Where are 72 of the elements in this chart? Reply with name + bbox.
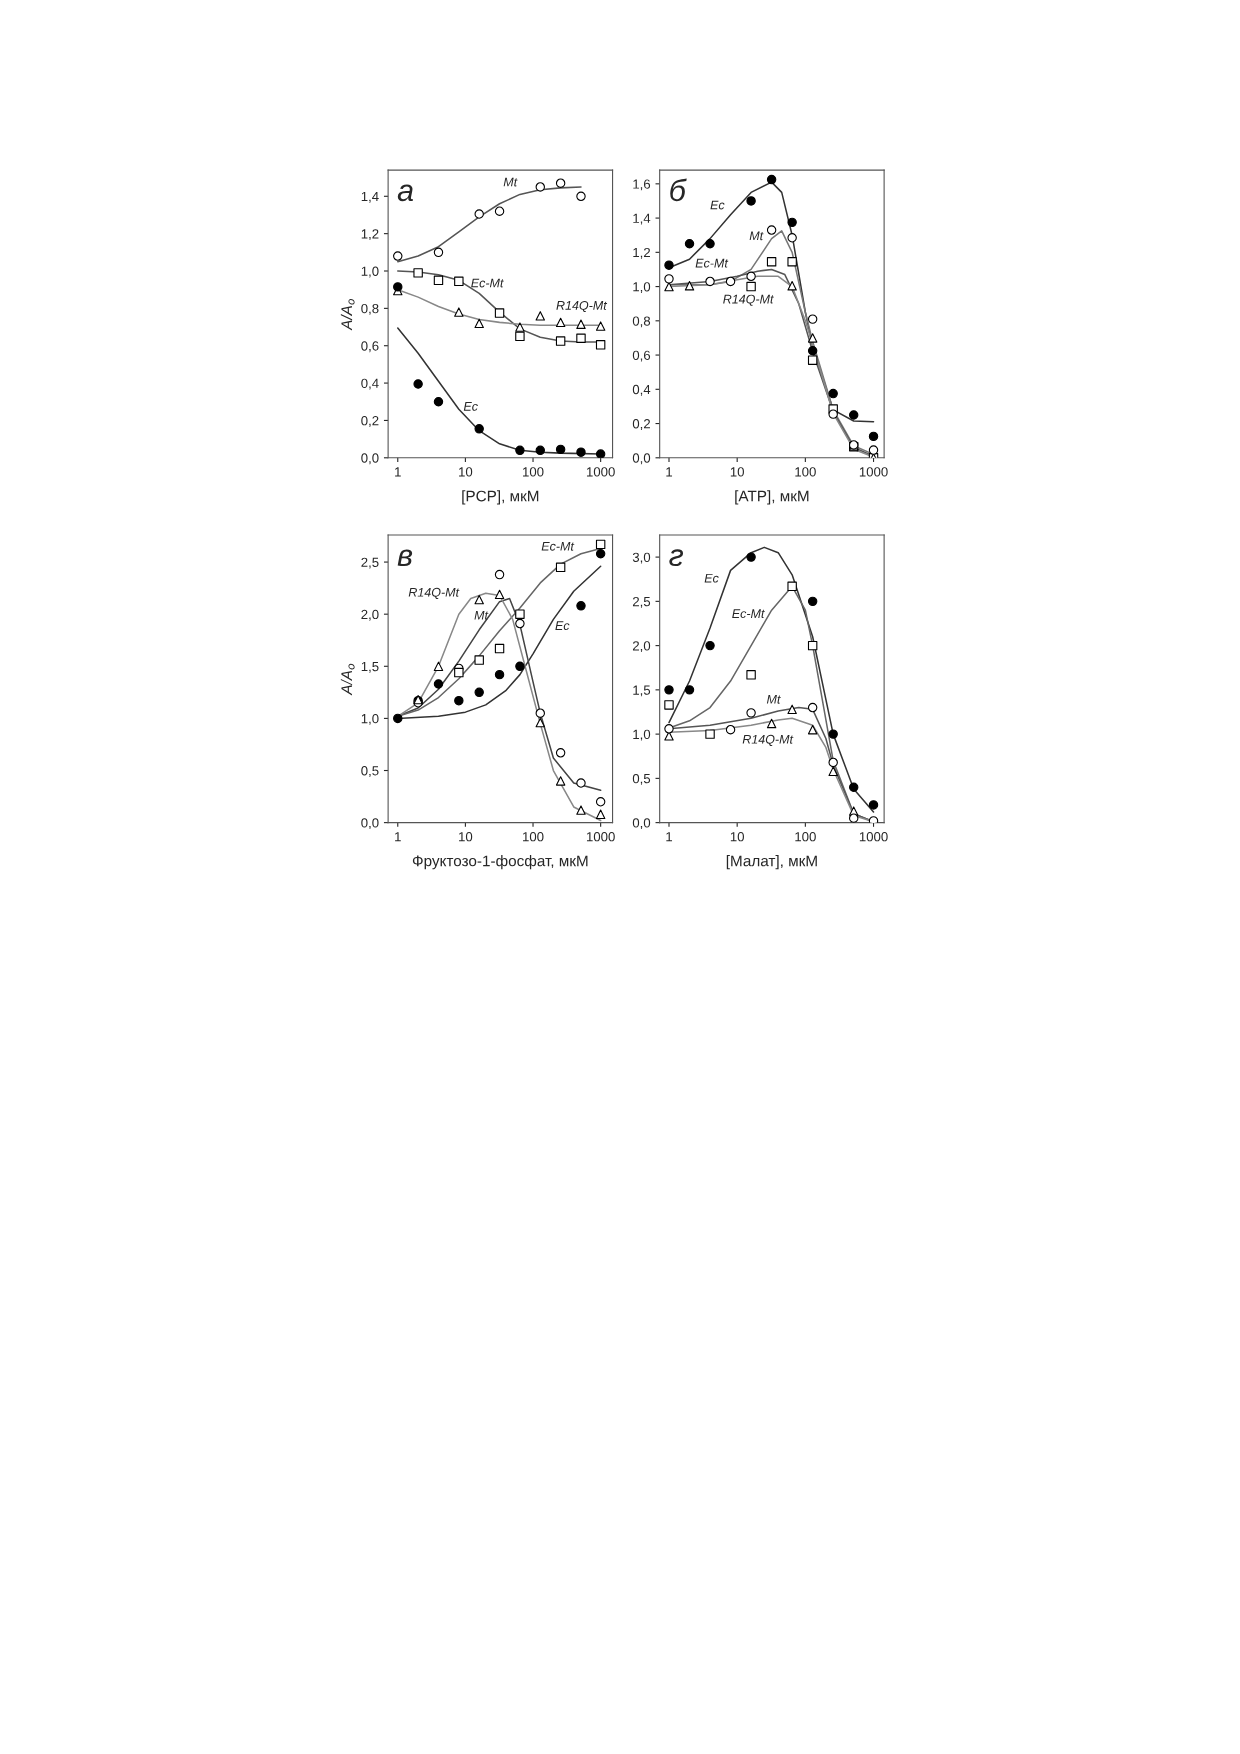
- annotation: R14Q-Mt: [742, 734, 794, 746]
- annotation: Ec: [555, 621, 570, 631]
- x-tick-label: 100: [795, 832, 816, 842]
- y-tick-label: 0,2: [632, 419, 650, 431]
- y-tick-label: 0,4: [632, 384, 651, 396]
- y-tick-label: 2,0: [361, 609, 379, 621]
- y-tick-label: 0,5: [361, 766, 379, 777]
- y-tick-label: 3,0: [632, 552, 651, 564]
- y-tick-label: 0,6: [361, 341, 379, 353]
- y-tick-label: 0,8: [361, 303, 379, 315]
- x-axis-title: [ATP], мкМ: [735, 490, 809, 505]
- x-tick-label: 1: [666, 832, 673, 842]
- y-tick-label: 1,5: [633, 685, 651, 697]
- chart-title: а: [397, 184, 414, 202]
- x-tick-label: 100: [795, 467, 816, 477]
- chart-title: г: [669, 549, 684, 567]
- y-tick-label: 0,8: [632, 316, 651, 328]
- annotation: Mt: [474, 611, 489, 620]
- y-tick-label: 1,5: [361, 661, 379, 673]
- y-tick-label: 2,5: [632, 596, 651, 608]
- y-tick-label: 2,0: [632, 641, 651, 653]
- y-tick-label: 2,5: [361, 557, 379, 569]
- y-tick-label: 1,4: [633, 213, 651, 225]
- y-tick-label: 0,0: [361, 453, 379, 465]
- y-tick-label: 1,0: [361, 266, 379, 278]
- x-tick-label: 100: [523, 832, 544, 842]
- annotation: R14Q-Mt: [556, 300, 608, 313]
- annotation: Ec-Mt: [471, 278, 504, 288]
- x-tick-label: 1000: [586, 467, 615, 477]
- x-tick-label: 100: [523, 467, 544, 477]
- y-tick-label: 1,2: [361, 229, 379, 241]
- x-axis-title: Фруктозо-1-фосфат, мкМ: [412, 855, 588, 870]
- x-tick-label: 1000: [859, 467, 888, 477]
- annotation: Ec-Mt: [695, 258, 729, 268]
- y-tick-label: 1,0: [361, 713, 379, 725]
- y-tick-label: 0,5: [632, 773, 651, 785]
- y-tick-label: 1,4: [361, 191, 379, 203]
- annotation: R14Q-Mt: [723, 294, 774, 306]
- y-axis-title: A/A$_{o}$: [340, 663, 355, 696]
- y-axis-title: A/A$_{o}$: [340, 299, 355, 331]
- x-tick-label: 1: [395, 832, 401, 842]
- annotation: Mt: [766, 695, 781, 704]
- x-tick-label: 1: [666, 467, 673, 477]
- y-tick-label: 0,4: [361, 378, 379, 390]
- y-tick-label: 0,0: [632, 453, 651, 465]
- y-tick-label: 0,6: [632, 350, 651, 362]
- y-tick-label: 1,0: [633, 729, 651, 741]
- annotation: Ec-Mt: [541, 541, 575, 551]
- y-tick-label: 0,0: [361, 818, 379, 830]
- y-tick-label: 0,0: [632, 818, 651, 830]
- x-axis-title: [Малат], мкМ: [726, 855, 817, 870]
- annotation: Ec: [704, 573, 719, 583]
- x-tick-label: 10: [459, 832, 473, 842]
- x-tick-label: 1: [395, 467, 401, 477]
- x-tick-label: 1000: [586, 832, 615, 842]
- y-tick-label: 0,2: [361, 416, 379, 427]
- y-tick-label: 1,6: [633, 179, 651, 191]
- chart-title: в: [397, 549, 413, 567]
- x-tick-label: 10: [730, 832, 744, 842]
- annotation: Mt: [749, 231, 764, 241]
- annotation: Ec-Mt: [732, 609, 765, 619]
- x-tick-label: 10: [459, 467, 473, 477]
- annotation: Ec: [710, 200, 725, 210]
- y-tick-label: 1,0: [633, 282, 651, 294]
- annotation: R14Q-Mt: [408, 587, 460, 599]
- annotation: Ec: [463, 402, 478, 411]
- x-tick-label: 10: [730, 467, 744, 477]
- chart-title: б: [670, 178, 687, 202]
- y-tick-label: 1,2: [633, 247, 650, 259]
- x-axis-title: [PCP], мкМ: [462, 490, 539, 505]
- x-tick-label: 1000: [859, 832, 888, 842]
- annotation: Mt: [503, 177, 518, 187]
